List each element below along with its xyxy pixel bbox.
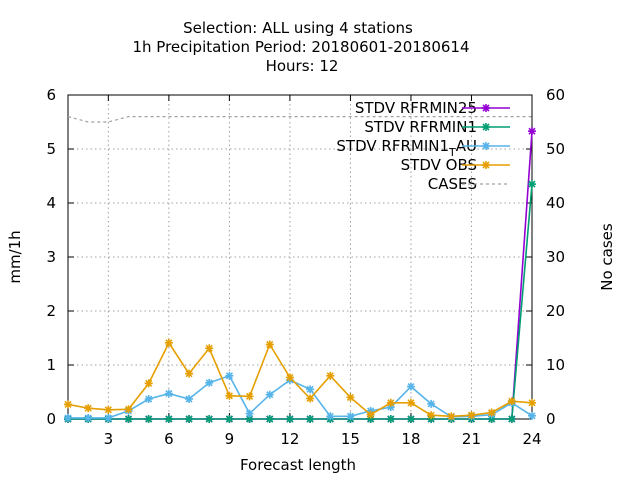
y2-tick-label: 40 [546, 194, 565, 212]
x-tick-label: 3 [104, 430, 114, 448]
legend-label: STDV RFRMIN1 [364, 118, 477, 136]
title-line-1: Selection: ALL using 4 stations [183, 19, 413, 37]
x-tick-label: 21 [462, 430, 481, 448]
y-tick-label: 3 [46, 248, 56, 266]
data-point-marker [164, 338, 173, 347]
y-tick-label: 4 [46, 194, 56, 212]
data-point-marker [482, 142, 490, 150]
title-line-2: 1h Precipitation Period: 20180601-201806… [132, 38, 469, 56]
data-point-marker [84, 404, 93, 413]
data-point-marker [285, 415, 294, 423]
legend-label: STDV OBS [401, 156, 477, 174]
data-point-marker [185, 395, 194, 404]
y-tick-label: 5 [46, 140, 56, 158]
data-point-marker [104, 413, 113, 422]
data-point-marker [144, 395, 153, 404]
data-point-marker [124, 405, 133, 414]
grid [68, 95, 532, 419]
x-tick-label: 12 [280, 430, 299, 448]
data-point-marker [64, 413, 72, 422]
x-tick-label: 15 [341, 430, 360, 448]
data-point-marker [205, 378, 214, 387]
data-point-marker [406, 398, 415, 407]
x-tick-label: 6 [164, 430, 174, 448]
data-point-marker [306, 385, 315, 394]
series-line-4 [67, 115, 532, 123]
data-point-marker [487, 408, 496, 417]
data-point-marker [205, 344, 214, 353]
data-point-marker [427, 411, 436, 420]
data-point-marker [164, 415, 173, 423]
x-axis-label: Forecast length [240, 456, 356, 474]
x-tick-label: 18 [401, 430, 420, 448]
y2-tick-label: 30 [546, 248, 565, 266]
legend-label: STDV RFRMIN25 [355, 99, 477, 117]
data-point-marker [528, 180, 536, 189]
data-point-marker [528, 398, 536, 407]
data-point-marker [507, 415, 516, 423]
data-point-marker [64, 400, 72, 409]
y2-axis-label: No cases [598, 223, 616, 291]
data-point-marker [507, 397, 516, 406]
data-point-marker [265, 340, 274, 349]
data-point-marker [306, 394, 315, 403]
data-point-marker [528, 127, 536, 136]
data-point-marker [346, 393, 355, 402]
data-point-marker [306, 415, 315, 423]
data-point-marker [144, 415, 153, 423]
data-point-marker [205, 415, 214, 423]
data-point-marker [265, 390, 274, 399]
y2-tick-label: 0 [546, 410, 556, 428]
data-point-marker [467, 411, 476, 420]
data-point-marker [346, 412, 355, 421]
data-point-marker [386, 398, 395, 407]
data-point-marker [482, 123, 490, 131]
data-point-marker [427, 399, 436, 408]
data-point-marker [245, 409, 254, 418]
data-point-marker [124, 415, 133, 423]
x-tick-label: 24 [522, 430, 541, 448]
data-point-marker [482, 161, 490, 169]
data-point-marker [104, 405, 113, 414]
y-tick-label: 0 [46, 410, 56, 428]
y-axis-label: mm/1h [6, 230, 24, 283]
x-tick-label: 9 [225, 430, 235, 448]
data-point-marker [366, 410, 375, 419]
y-tick-label: 6 [46, 86, 56, 104]
series-line-1 [68, 184, 533, 420]
data-point-marker [406, 382, 415, 391]
y2-tick-label: 60 [546, 86, 565, 104]
data-point-marker [84, 413, 93, 422]
title-block: Selection: ALL using 4 stations 1h Preci… [132, 19, 469, 75]
data-point-marker [265, 415, 274, 423]
data-point-marker [225, 415, 234, 423]
y-tick-label: 2 [46, 302, 56, 320]
data-point-marker [225, 391, 234, 400]
data-point-marker [185, 415, 194, 423]
data-point-marker [144, 379, 153, 388]
y2-tick-label: 20 [546, 302, 565, 320]
series-layer [64, 115, 536, 423]
data-point-marker [326, 412, 335, 421]
y2-tick-label: 10 [546, 356, 565, 374]
data-point-marker [225, 371, 234, 380]
data-point-marker [447, 412, 456, 421]
data-point-marker [528, 411, 536, 420]
data-point-marker [482, 104, 490, 112]
data-point-marker [185, 369, 194, 378]
legend-label: CASES [428, 175, 477, 193]
data-point-marker [386, 415, 395, 423]
data-point-marker [406, 415, 415, 423]
data-point-marker [285, 373, 294, 382]
title-line-3: Hours: 12 [266, 57, 339, 75]
y-tick-label: 1 [46, 356, 56, 374]
data-point-marker [326, 371, 335, 380]
data-point-marker [164, 389, 173, 398]
y2-tick-label: 50 [546, 140, 565, 158]
data-point-marker [245, 392, 254, 401]
